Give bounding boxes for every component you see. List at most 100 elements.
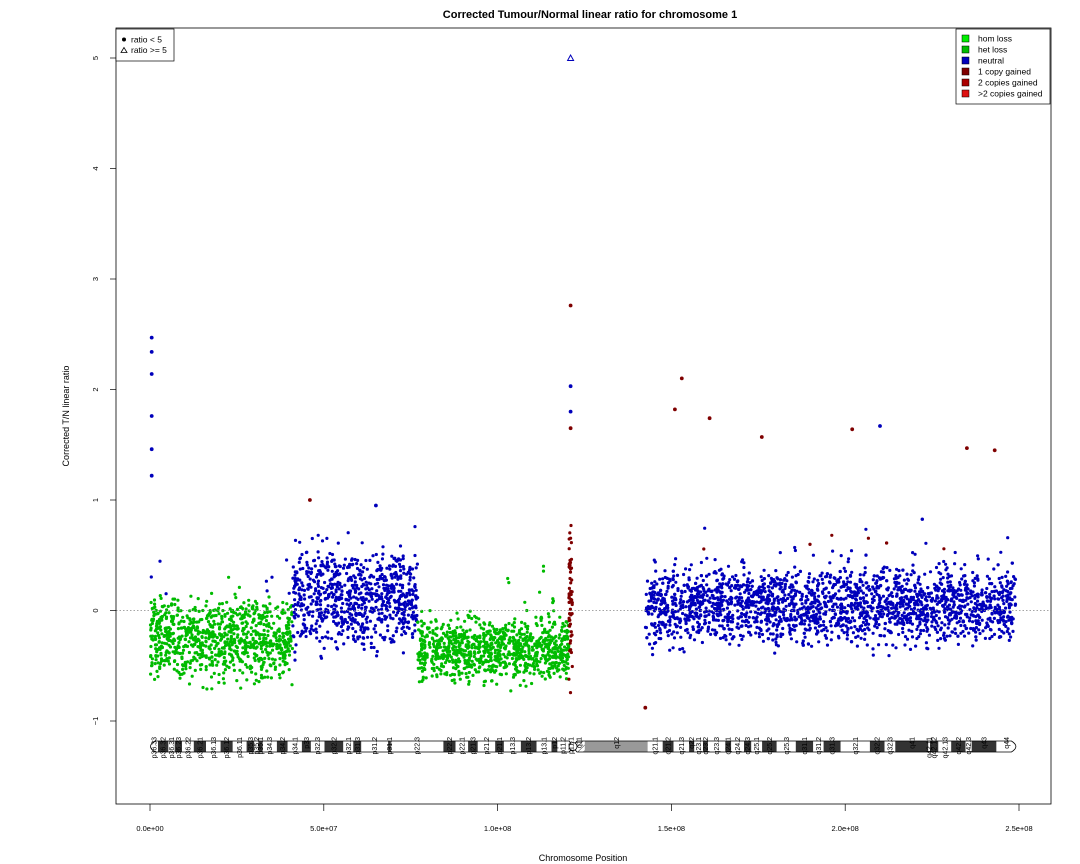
data-point-4407 (690, 593, 694, 598)
data-point-4101 (650, 581, 654, 585)
data-point-484 (245, 635, 249, 640)
data-point-3883 (781, 600, 785, 604)
data-point-1551 (330, 583, 334, 587)
data-point-724 (258, 632, 262, 637)
data-point-3152 (830, 630, 834, 634)
data-point-4330 (875, 586, 879, 590)
data-point-1623 (361, 582, 365, 586)
data-point-2605 (491, 638, 496, 642)
data-point-2669 (457, 659, 461, 663)
data-point-1197 (365, 567, 369, 571)
data-point-523 (168, 645, 173, 649)
data-point-334 (164, 653, 168, 657)
data-point-2527 (504, 633, 508, 637)
data-point-899 (246, 613, 250, 617)
data-point-4718 (837, 580, 841, 584)
data-point-3444 (1004, 606, 1008, 610)
data-point-2728 (570, 598, 574, 602)
data-point-2287 (462, 631, 466, 635)
data-point-4300 (906, 589, 910, 593)
data-point-836 (234, 644, 238, 648)
data-point-4791 (832, 576, 836, 580)
data-point-3100 (971, 620, 975, 624)
data-point-1605 (312, 558, 317, 563)
data-point-4545 (703, 598, 707, 602)
data-point-4086 (962, 582, 967, 587)
data-point-4676 (858, 612, 863, 616)
data-point-391 (171, 597, 175, 601)
data-point-2664 (534, 659, 538, 663)
data-point-4435 (1006, 582, 1010, 586)
data-point-2824 (823, 633, 827, 638)
data-point-4329 (695, 576, 699, 580)
data-point-26 (235, 679, 239, 683)
data-point-539 (276, 628, 280, 633)
data-point-857 (154, 658, 158, 662)
data-point-3510 (816, 617, 820, 622)
data-point-4015 (1011, 629, 1015, 634)
data-point-1506 (327, 593, 331, 597)
data-point-798 (154, 637, 158, 642)
data-point-4897 (877, 576, 882, 580)
data-point-4457 (663, 625, 667, 629)
data-point-2480 (470, 616, 474, 621)
data-point-492 (278, 634, 282, 638)
data-point-2425 (431, 637, 435, 641)
data-point-2352 (458, 642, 462, 647)
data-point-101 (204, 604, 208, 608)
data-point-2129 (522, 679, 526, 683)
data-point-2464 (548, 641, 552, 645)
data-point-4195 (715, 612, 719, 616)
data-point-500 (244, 624, 248, 629)
data-point-4645 (980, 618, 984, 622)
data-point-4611 (649, 595, 654, 599)
data-point-4273 (810, 600, 814, 605)
data-point-3532 (723, 595, 727, 599)
data-point-1076 (314, 587, 318, 591)
data-point-272 (241, 646, 245, 650)
data-point-1559 (400, 633, 404, 637)
data-point-1494 (341, 601, 345, 606)
data-point-405 (267, 595, 271, 599)
data-point-4895 (849, 640, 854, 644)
data-point-522 (265, 623, 270, 627)
data-point-326 (235, 607, 240, 612)
data-point-3836 (903, 643, 907, 647)
data-point-2869 (1005, 629, 1009, 634)
data-point-2080 (447, 626, 452, 631)
data-point-3002 (726, 583, 730, 587)
data-point-4203 (900, 613, 904, 618)
data-point-4463 (989, 619, 993, 623)
data-point-1352 (378, 596, 382, 600)
data-point-4386 (740, 611, 744, 616)
data-point-758 (201, 628, 205, 633)
data-point-490 (223, 650, 227, 654)
data-point-2625 (472, 654, 476, 659)
data-point-4729 (825, 574, 829, 579)
data-point-4487 (733, 603, 737, 607)
data-point-3523 (720, 624, 724, 628)
data-point-1395 (319, 573, 323, 577)
data-point-2533 (536, 640, 540, 645)
data-point-2370 (446, 636, 450, 640)
data-point-2452 (515, 652, 519, 656)
data-point-4744 (933, 618, 937, 622)
data-point-4370 (841, 623, 845, 627)
data-point-4737 (992, 594, 996, 598)
data-point-1599 (293, 616, 297, 620)
data-point-1690 (401, 592, 405, 596)
data-point-4831 (1010, 598, 1014, 602)
data-point-588 (253, 658, 257, 663)
data-point-2279 (445, 646, 449, 650)
data-point-2316 (539, 615, 543, 619)
data-point-4455 (934, 613, 938, 618)
data-point-4775 (1006, 615, 1010, 619)
data-point-2182 (554, 652, 558, 656)
data-point-1490 (394, 572, 398, 576)
data-point-1702 (330, 552, 335, 557)
data-point-780 (242, 615, 246, 619)
data-point-3975 (992, 567, 996, 571)
data-point-2718 (569, 541, 574, 545)
data-point-680 (207, 656, 211, 660)
data-point-3845 (936, 589, 940, 593)
